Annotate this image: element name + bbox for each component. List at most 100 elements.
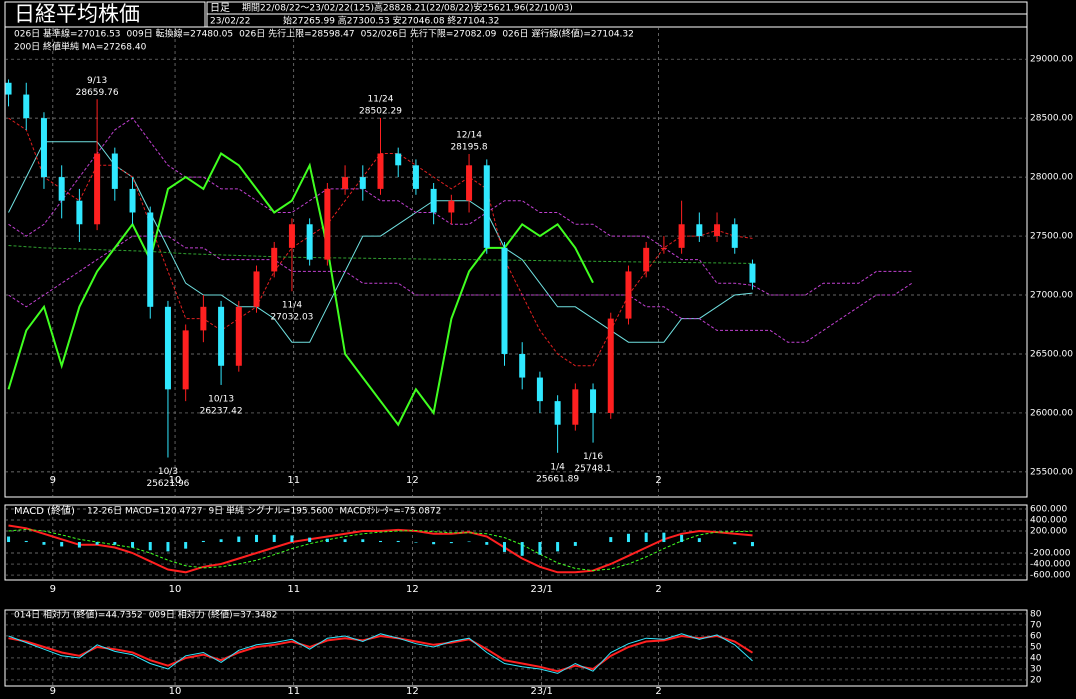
annotation-date: 10/13 — [208, 394, 234, 404]
panel-title: MACD (終値) — [14, 504, 75, 517]
x-tick-label: 2 — [655, 686, 661, 697]
legend-entry: MACDｵｼﾚｰﾀｰ=-75.0872 — [339, 506, 441, 517]
x-tick-label: 9 — [50, 584, 56, 595]
histogram-bar — [361, 539, 365, 543]
annotation-date: 9/13 — [87, 76, 107, 86]
period: 期間22/08/22～23/02/22(125)高28828.21(22/08/… — [242, 2, 573, 14]
candle-body — [306, 224, 313, 260]
candle-body — [129, 188, 136, 213]
candle-body — [182, 330, 189, 390]
x-tick-label: 12 — [406, 475, 419, 486]
y-tick-label: 200.000 — [1030, 527, 1067, 537]
y-tick-label: -400.000 — [1030, 560, 1071, 570]
histogram-bar — [520, 542, 524, 556]
annotation-date: 11/4 — [282, 301, 302, 311]
histogram-bar — [662, 532, 666, 543]
legend-entry: 009日 相対力 (終値)=37.3482 — [149, 609, 278, 621]
histogram-bar — [201, 540, 205, 543]
y-tick-label: 28000.00 — [1030, 173, 1073, 183]
y-tick-label: 26000.00 — [1030, 408, 1073, 418]
histogram-bar — [502, 542, 506, 552]
histogram-bar — [750, 542, 754, 547]
series-line — [8, 117, 912, 296]
candle-body — [271, 247, 278, 272]
candle-body — [218, 306, 225, 366]
candle-body — [164, 306, 171, 390]
histogram-bar — [538, 542, 542, 555]
x-tick-label: 10 — [169, 584, 182, 595]
histogram-bar — [60, 542, 64, 547]
candle-body — [590, 389, 597, 413]
x-tick-label: 12 — [406, 686, 419, 697]
chart-title: 日経平均株価 — [14, 2, 140, 26]
candle-body — [5, 82, 12, 95]
y-tick-label: 27000.00 — [1030, 291, 1073, 301]
legend-entry: 052/026日 先行下限=27082.09 — [361, 28, 497, 40]
histogram-bar — [272, 534, 276, 543]
histogram-bar — [184, 542, 188, 549]
annotation-value: 27032.03 — [270, 313, 313, 323]
histogram-bar — [609, 537, 613, 543]
histogram-bar — [343, 539, 347, 543]
histogram-bar — [626, 533, 630, 543]
histogram-bar — [396, 540, 400, 543]
candle-body — [660, 247, 667, 249]
candle-body — [536, 377, 543, 402]
x-tick-label: 23/1 — [530, 584, 552, 595]
candle-body — [288, 224, 295, 248]
candle-body — [40, 118, 47, 178]
candle-body — [94, 153, 101, 225]
y-tick-label: 27500.00 — [1030, 232, 1073, 242]
histogram-bar — [42, 542, 46, 545]
y-tick-label: 28500.00 — [1030, 114, 1073, 124]
histogram-bar — [733, 542, 737, 545]
histogram-bar — [573, 542, 577, 546]
histogram-bar — [556, 542, 560, 552]
histogram-bar — [697, 538, 701, 543]
histogram-bar — [131, 542, 135, 548]
histogram-bar — [148, 542, 152, 551]
y-tick-label: -600.000 — [1030, 571, 1071, 581]
x-tick-label: 11 — [287, 584, 300, 595]
annotation-value: 25748.1 — [574, 464, 611, 474]
y-tick-label: 50 — [1030, 642, 1042, 652]
histogram-bar — [485, 542, 489, 545]
x-tick-label: 10 — [169, 686, 182, 697]
x-tick-label: 2 — [655, 584, 661, 595]
legend-entry: 009日 転換線=27480.05 — [127, 28, 234, 40]
candle-body — [643, 247, 650, 272]
candle-body — [324, 188, 331, 260]
histogram-bar — [219, 539, 223, 543]
annotation-date: 1/16 — [583, 452, 603, 462]
x-tick-label: 12 — [406, 584, 419, 595]
legend-entry: 12-26日 MACD=120.4727 — [87, 506, 202, 517]
annotation-value: 28502.29 — [359, 106, 402, 116]
candle-body — [58, 177, 65, 201]
candle-body — [501, 247, 508, 354]
candle-body — [235, 306, 242, 366]
date: 23/02/22 — [210, 17, 250, 27]
ohlc: 始27265.99 高27300.53 安27046.08 終27104.32 — [283, 15, 499, 27]
annotation-value: 26237.42 — [200, 406, 243, 416]
legend-entry: 026日 先行上限=28598.47 — [239, 28, 355, 40]
histogram-bar — [95, 542, 99, 545]
histogram-bar — [7, 536, 11, 543]
y-tick-label: 70 — [1030, 620, 1042, 630]
annotation-value: 28659.76 — [76, 88, 119, 98]
candle-body — [466, 165, 473, 201]
period-label: 日足 — [210, 2, 230, 14]
histogram-bar — [644, 532, 648, 543]
histogram-bar — [414, 542, 418, 543]
histogram-bar — [467, 541, 471, 543]
y-tick-label: 25500.00 — [1030, 467, 1073, 477]
annotation-value: 28195.8 — [450, 143, 487, 153]
annotation-value: 25621.96 — [146, 479, 189, 489]
x-tick-label: 11 — [287, 475, 300, 486]
x-tick-label: 9 — [50, 686, 56, 697]
histogram-bar — [166, 542, 170, 552]
candle-body — [625, 271, 632, 319]
panel-frame — [4, 26, 1028, 498]
